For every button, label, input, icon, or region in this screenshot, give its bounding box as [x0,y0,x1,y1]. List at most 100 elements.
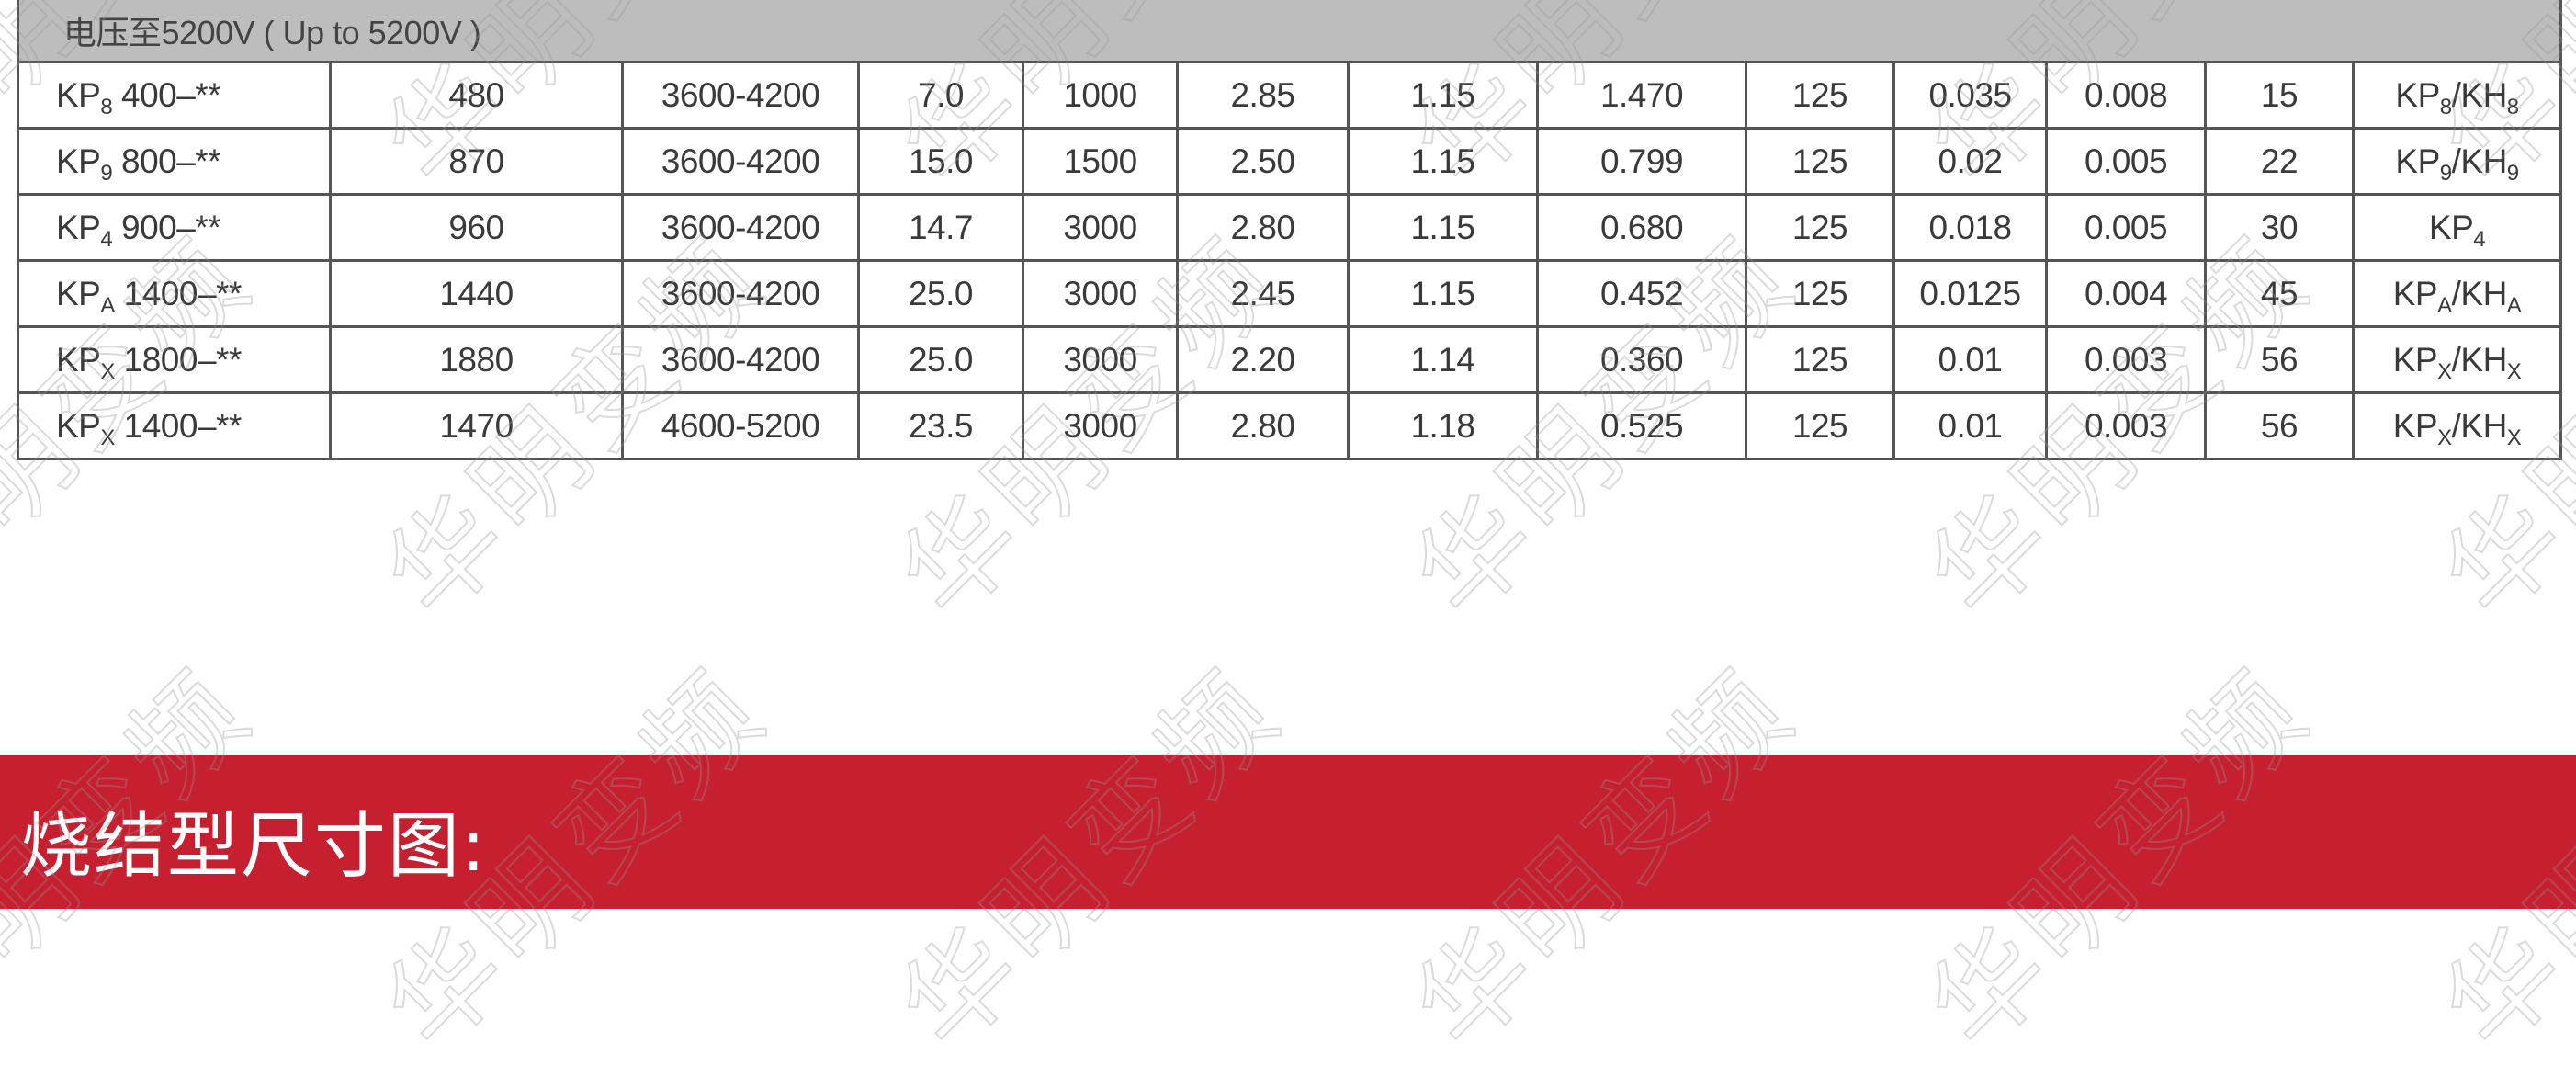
table-cell: 3000 [1022,193,1179,262]
model-rating: 800–** [121,142,221,180]
model-rating: 1800–** [123,340,243,379]
table-row: KPX 1400–** 1470 4600-5200 23.5 3000 2.80 1.18… [17,391,2563,460]
table-cell: 0.452 [1536,259,1747,328]
table-cell: 0.01 [1892,325,2048,394]
table-cell: 23.5 [857,391,1024,460]
table-cell: 1000 [1022,61,1179,130]
model-cell: KPX 1400–** [17,391,332,460]
housing-subscript: A [2506,292,2522,318]
spec-table: 电压至5200V ( Up to 5200V ) KP8 400–** 480 36… [16,0,2563,460]
housing-subscript: 4 [2473,226,2486,252]
table-cell: 1.15 [1347,127,1539,196]
housing-name: /KH [2451,75,2508,114]
housing-name: KP [2428,208,2474,246]
model-subscript: X [100,358,115,384]
housing-cell: KPA/KHA [2351,259,2563,328]
housing-name: KP [2392,406,2438,445]
model-prefix: KP [56,340,101,379]
table-cell: 1.18 [1347,391,1539,460]
housing-subscript: X [2506,358,2522,384]
table-cell: 0.005 [2045,193,2207,262]
table-cell: 25.0 [857,259,1024,328]
housing-name: KP [2392,274,2438,312]
table-cell: 1470 [329,391,624,460]
table-cell: 25.0 [857,325,1024,394]
table-cell: 0.01 [1892,391,2048,460]
table-cell: 1500 [1022,127,1179,196]
table-cell: 0.004 [2045,259,2207,328]
table-cell: 3600-4200 [621,259,860,328]
model-cell: KP4 900–** [17,193,332,262]
housing-subscript: 8 [2439,94,2452,119]
model-cell: KP9 800–** [17,127,332,196]
housing-cell: KP8/KH8 [2351,61,2563,130]
model-rating: 1400–** [123,406,243,445]
table-cell: 22 [2204,127,2355,196]
table-row: KP4 900–** 960 3600-4200 14.7 3000 2.80 1.15 0.… [17,193,2563,262]
model-subscript: X [100,425,115,450]
table-cell: 960 [329,193,624,262]
table-cell: 0.680 [1536,193,1747,262]
table-cell: 14.7 [857,193,1024,262]
housing-name: KP [2392,340,2438,379]
model-prefix: KP [56,274,101,312]
housing-name: KP [2395,142,2440,180]
table-cell: 0.018 [1892,193,2048,262]
table-cell: 0.799 [1536,127,1747,196]
housing-name: /KH [2451,406,2508,445]
section-banner: 烧结型尺寸图: [0,755,2576,909]
table-cell: 125 [1745,259,1895,328]
table-cell: 3600-4200 [621,127,860,196]
table-cell: 2.85 [1176,61,1350,130]
table-cell: 1.15 [1347,193,1539,262]
table-cell: 125 [1745,61,1895,130]
table-cell: 125 [1745,193,1895,262]
table-row: KP9 800–** 870 3600-4200 15.0 1500 2.50 1.15 0.… [17,127,2563,196]
table-cell: 1.15 [1347,259,1539,328]
table-cell: 1.14 [1347,325,1539,394]
table-cell: 0.0125 [1892,259,2048,328]
table-cell: 2.20 [1176,325,1350,394]
housing-cell: KPX/KHX [2351,325,2563,394]
table-cell: 1880 [329,325,624,394]
table-cell: 15.0 [857,127,1024,196]
table-cell: 3000 [1022,325,1179,394]
model-subscript: A [100,292,115,318]
table-cell: 3600-4200 [621,61,860,130]
table-cell: 15 [2204,61,2355,130]
housing-cell: KPX/KHX [2351,391,2563,460]
model-cell: KP8 400–** [17,61,332,130]
table-row: KP8 400–** 480 3600-4200 7.0 1000 2.85 1.15 1.4… [17,61,2563,130]
section-header: 电压至5200V ( Up to 5200V ) [16,0,2563,63]
table-cell: 4600-5200 [621,391,860,460]
table-cell: 45 [2204,259,2355,328]
table-cell: 0.008 [2045,61,2207,130]
table-cell: 0.035 [1892,61,2048,130]
table-cell: 0.003 [2045,391,2207,460]
table-cell: 3600-4200 [621,193,860,262]
table-cell: 56 [2204,391,2355,460]
housing-subscript: 8 [2506,94,2519,119]
housing-subscript: X [2437,358,2452,384]
table-cell: 1.15 [1347,61,1539,130]
housing-cell: KP9/KH9 [2351,127,2563,196]
table-cell: 2.80 [1176,193,1350,262]
table-cell: 1440 [329,259,624,328]
housing-subscript: 9 [2506,160,2519,186]
model-subscript: 9 [100,160,113,186]
model-subscript: 8 [100,94,113,119]
housing-cell: KP4 [2351,193,2563,262]
table-cell: 3000 [1022,259,1179,328]
table-cell: 480 [329,61,624,130]
table-cell: 2.80 [1176,391,1350,460]
table-cell: 125 [1745,127,1895,196]
table-cell: 1.470 [1536,61,1747,130]
model-cell: KPA 1400–** [17,259,332,328]
model-prefix: KP [56,142,101,180]
table-cell: 7.0 [857,61,1024,130]
model-rating: 900–** [121,208,221,246]
model-rating: 1400–** [123,274,243,312]
housing-subscript: X [2437,425,2452,450]
model-prefix: KP [56,208,101,246]
table-cell: 56 [2204,325,2355,394]
